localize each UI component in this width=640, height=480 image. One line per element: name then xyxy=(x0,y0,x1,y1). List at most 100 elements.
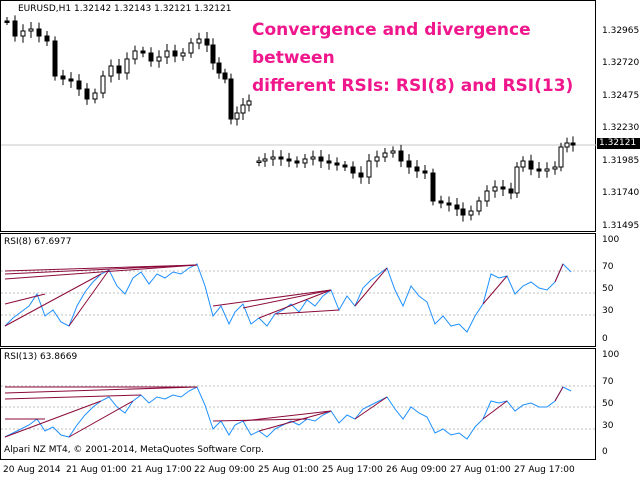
rsi-line xyxy=(4,263,572,333)
time-label: 21 Aug 01:00 xyxy=(66,465,127,475)
rsi13-plot-area[interactable] xyxy=(0,348,597,460)
candle-body xyxy=(196,38,202,44)
price-candles xyxy=(1,15,597,222)
candle-body xyxy=(460,208,466,216)
candle-body xyxy=(240,104,246,114)
candle-body xyxy=(350,166,356,174)
divergence-line xyxy=(258,410,332,432)
candle-body xyxy=(256,160,262,163)
divergence-line xyxy=(4,386,198,394)
candle-body xyxy=(108,65,114,77)
candle-body xyxy=(342,164,348,168)
candle-body xyxy=(454,204,460,210)
annotation-line-2: different RSIs: RSI(8) and RSI(13) xyxy=(252,76,574,96)
time-axis[interactable]: 20 Aug 2014 21 Aug 01:00 21 Aug 17:00 22… xyxy=(0,460,640,480)
candle-body xyxy=(228,78,234,120)
annotation-text: Convergence and divergence between diffe… xyxy=(252,16,592,100)
candle-body xyxy=(492,186,498,192)
price-level: 1.31740 xyxy=(602,188,640,198)
candle-body xyxy=(358,172,364,178)
candle-body xyxy=(262,158,268,162)
time-label: 25 Aug 01:00 xyxy=(258,465,319,475)
candle-body xyxy=(222,72,228,80)
candle-body xyxy=(514,166,520,194)
time-label: 21 Aug 17:00 xyxy=(131,465,192,475)
rsi8-title: RSI(8) 67.6977 xyxy=(4,237,72,247)
rsi8-level: 70 xyxy=(602,262,614,272)
candle-body xyxy=(44,35,50,42)
rsi13-pane[interactable]: RSI(13) 63.8669 Alpari NZ MT4, © 2001-20… xyxy=(0,348,640,460)
candle-body xyxy=(20,30,26,37)
candle-body xyxy=(558,146,564,168)
candle-body xyxy=(446,202,452,206)
rsi13-scale[interactable]: 100 70 50 30 0 xyxy=(596,348,640,460)
candle-body xyxy=(508,188,514,194)
price-level: 1.32475 xyxy=(602,91,640,101)
price-level: 1.32230 xyxy=(602,123,640,133)
candle-body xyxy=(484,190,490,202)
current-price-marker: 1.32121 xyxy=(597,138,640,149)
divergence-line xyxy=(4,400,102,438)
symbol-info: EURUSD,H1 1.32142 1.32143 1.32121 1.3212… xyxy=(18,4,232,14)
candle-body xyxy=(60,75,66,80)
rsi13-level: 0 xyxy=(602,447,608,457)
candle-body xyxy=(544,168,550,172)
price-level: 1.31985 xyxy=(602,156,640,166)
divergence-line xyxy=(482,400,508,420)
candle-body xyxy=(398,150,404,162)
rsi8-plot-area[interactable] xyxy=(0,233,597,347)
candle-body xyxy=(164,50,170,58)
candle-body xyxy=(310,156,316,160)
candle-body xyxy=(286,158,292,162)
candle-body xyxy=(302,158,308,164)
price-level: 1.31495 xyxy=(602,221,640,231)
candle-body xyxy=(210,44,216,64)
candle-body xyxy=(92,92,98,100)
candle-body xyxy=(216,62,222,74)
candle-body xyxy=(156,56,162,62)
candle-body xyxy=(76,80,82,90)
rsi13-level: 100 xyxy=(602,350,620,360)
price-scale[interactable]: 1.32965 1.32720 1.32475 1.32230 1.31985 … xyxy=(596,0,640,232)
candle-body xyxy=(84,88,90,100)
divergence-line xyxy=(242,289,332,309)
rsi8-pane[interactable]: RSI(8) 67.6977 100 70 50 30 0 xyxy=(0,233,640,347)
rsi8-level: 0 xyxy=(602,334,608,344)
candle-body xyxy=(438,200,444,204)
rsi8-level: 30 xyxy=(602,306,614,316)
candle-body xyxy=(100,75,106,94)
time-label: 25 Aug 17:00 xyxy=(322,465,383,475)
divergence-line xyxy=(554,386,564,402)
candle-body xyxy=(520,160,526,168)
rsi8-scale[interactable]: 100 70 50 30 0 xyxy=(596,233,640,347)
candle-body xyxy=(294,160,300,164)
candle-body xyxy=(140,50,146,54)
copyright-text: Alpari NZ MT4, © 2001-2014, MetaQuotes S… xyxy=(4,445,264,455)
divergence-line xyxy=(4,264,198,275)
divergence-line xyxy=(212,418,308,422)
candle-body xyxy=(570,142,576,146)
candle-body xyxy=(430,172,436,202)
candle-body xyxy=(246,100,252,106)
divergence-line xyxy=(68,400,134,438)
candle-body xyxy=(528,160,534,170)
candle-body xyxy=(28,28,34,32)
divergence-line xyxy=(554,263,564,283)
candle-body xyxy=(334,162,340,166)
rsi8-chart xyxy=(1,263,597,333)
time-label: 26 Aug 09:00 xyxy=(386,465,447,475)
candle-body xyxy=(132,50,138,60)
candle-body xyxy=(382,152,388,158)
rsi-line xyxy=(4,386,572,440)
candle-body xyxy=(52,40,58,77)
divergence-line xyxy=(354,396,388,420)
price-pane[interactable]: EURUSD,H1 1.32142 1.32143 1.32121 1.3212… xyxy=(0,0,640,232)
divergence-line xyxy=(258,289,332,319)
price-plot-area[interactable] xyxy=(0,0,597,232)
divergence-line xyxy=(4,264,198,280)
candle-body xyxy=(500,186,506,190)
time-label: 27 Aug 01:00 xyxy=(450,465,511,475)
rsi8-level: 100 xyxy=(602,235,620,245)
rsi13-chart xyxy=(1,385,597,440)
divergence-line xyxy=(242,410,332,422)
